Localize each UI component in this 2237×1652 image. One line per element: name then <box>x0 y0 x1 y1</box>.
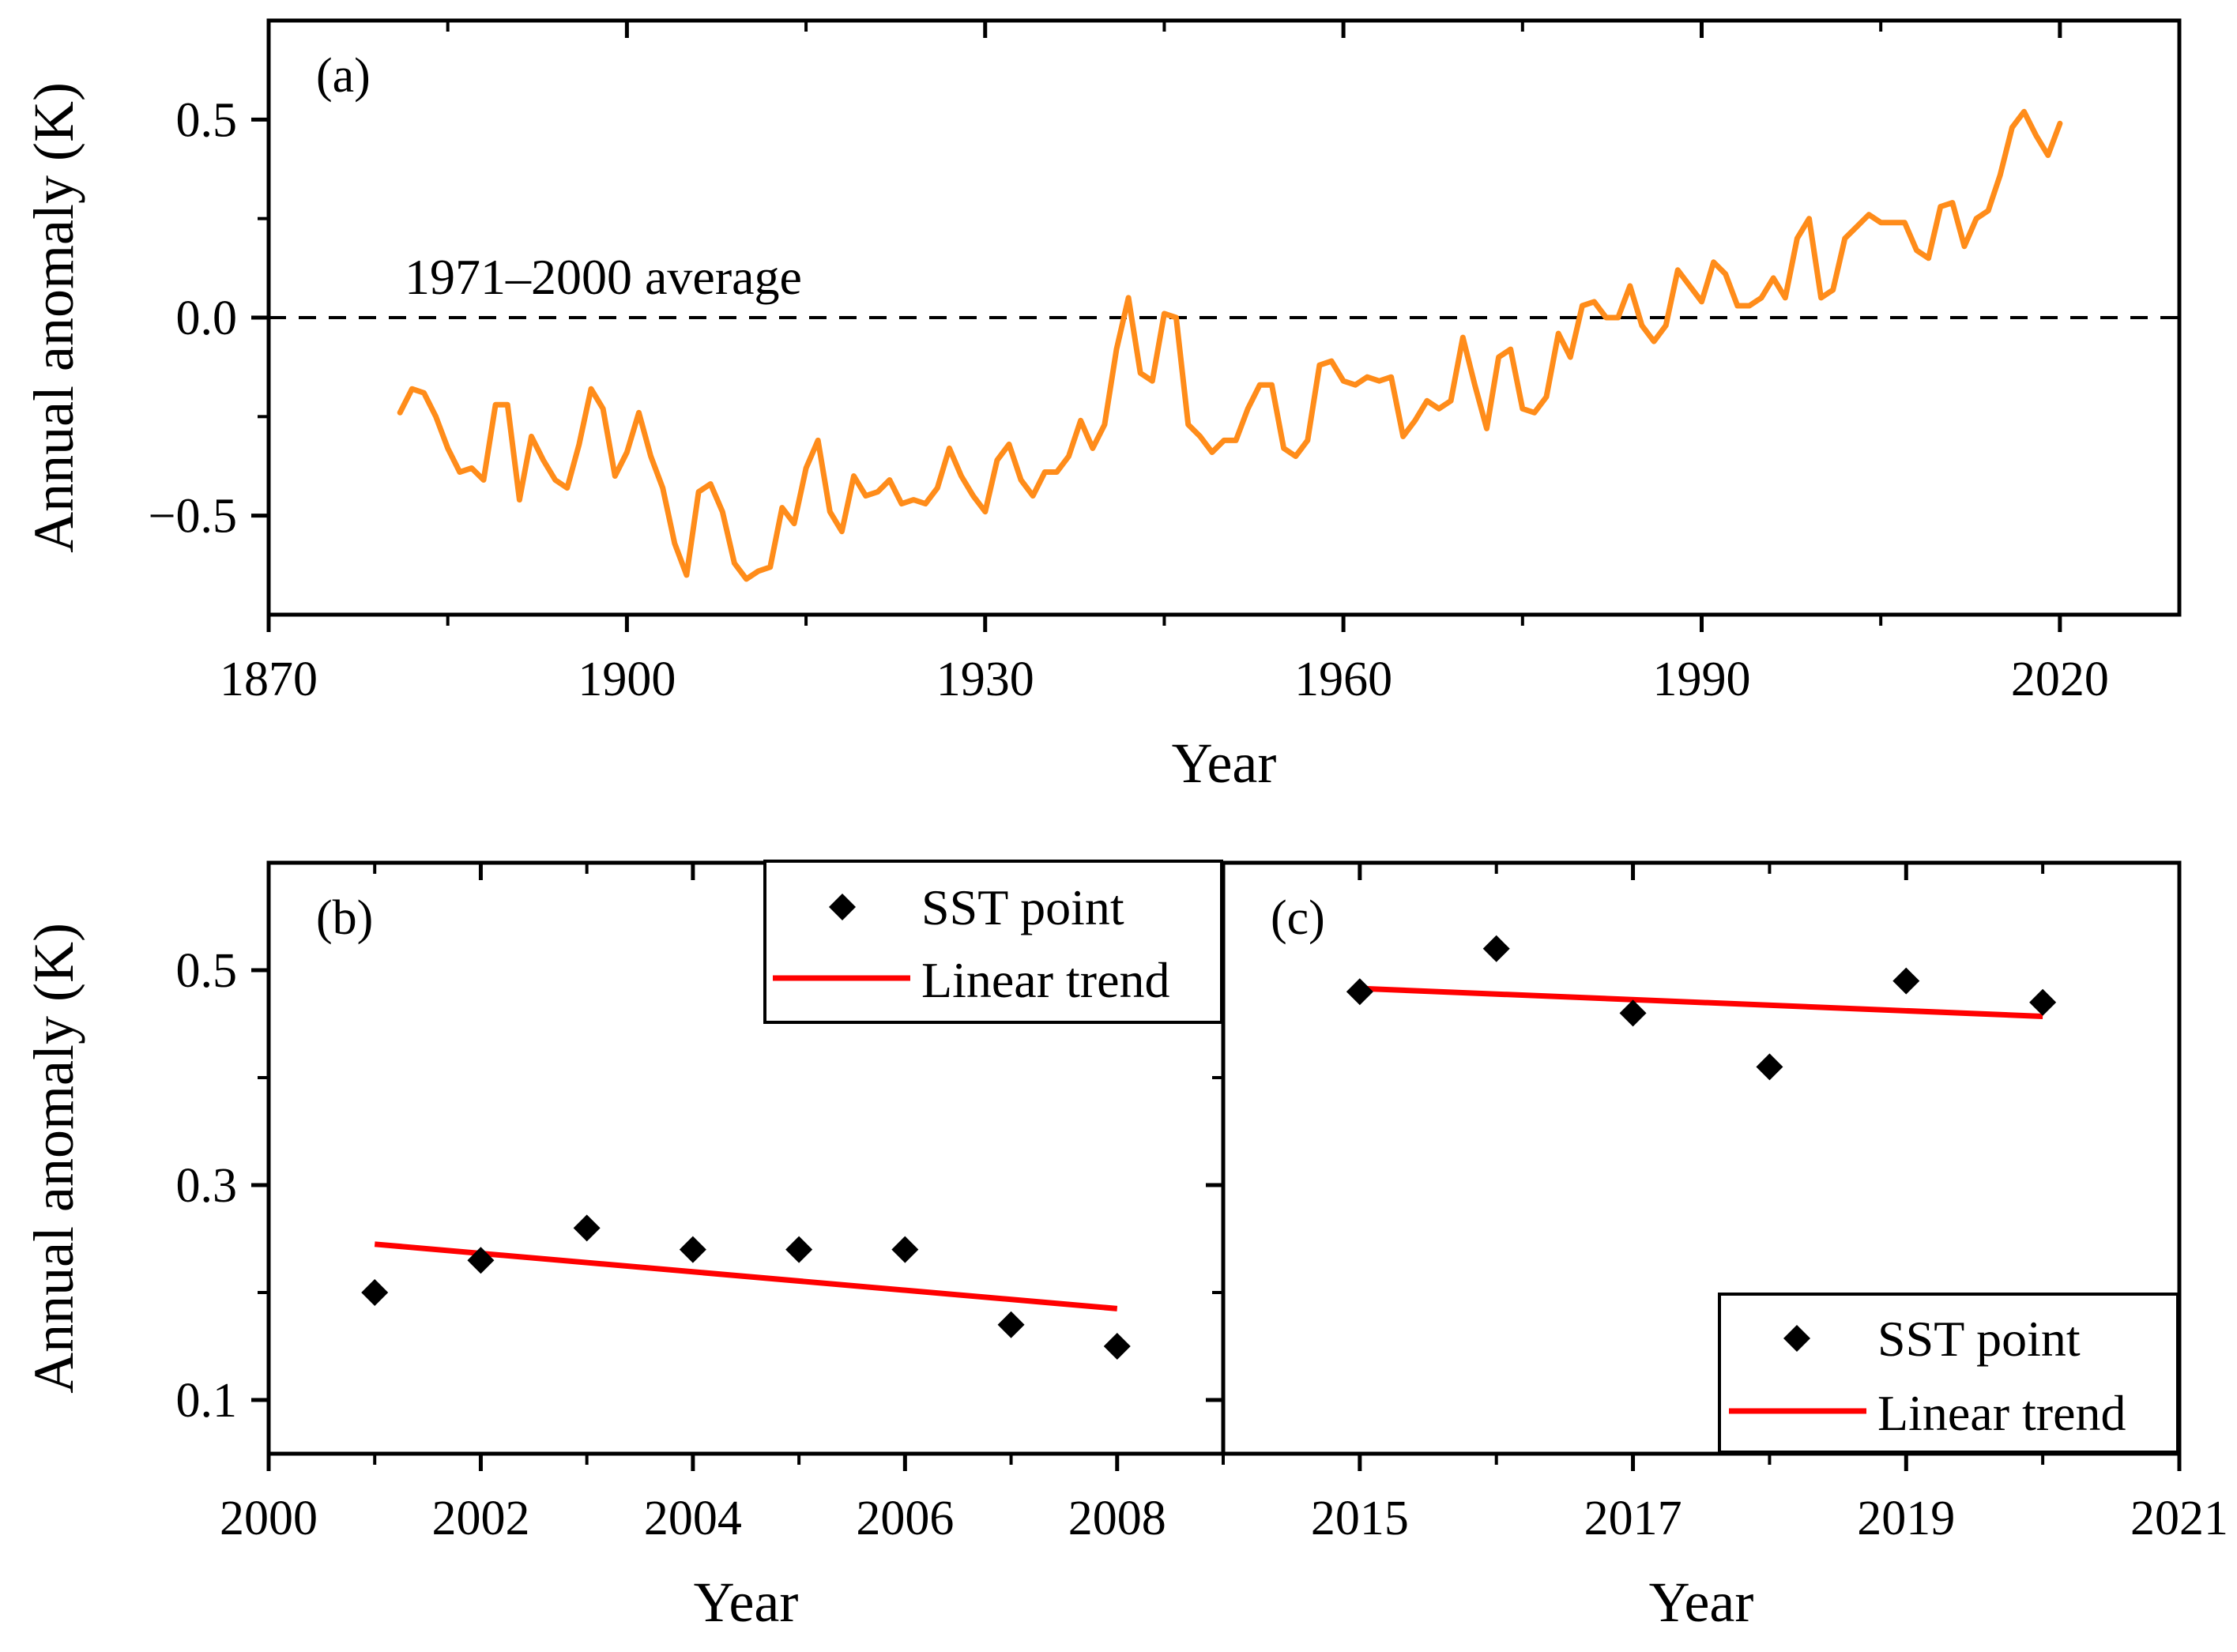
y-tick-label: 0.1 <box>176 1374 238 1428</box>
panel-a-annual-anomaly-timeseries: 1870 1900 1930 1960 1990 2020 Year −0.5 0.0 0.5 An… <box>22 18 2182 795</box>
x-tick-label: 1990 <box>1653 653 1751 706</box>
x-tick-label: 2015 <box>1311 1492 1409 1545</box>
x-tick-label: 1930 <box>936 653 1034 706</box>
sst-point-marker <box>2029 988 2057 1016</box>
sst-point-marker <box>997 1311 1025 1338</box>
sst-point-marker <box>679 1236 706 1263</box>
linear-trend-line <box>374 1241 1118 1311</box>
y-axis-title: Annual anomaly (K) <box>22 923 85 1394</box>
sst-point-marker <box>1892 967 1920 995</box>
x-axis-title: Year <box>694 1571 799 1634</box>
plot-frame <box>1221 860 2182 1456</box>
legend-label-sst-point: SST point <box>1877 1311 2081 1367</box>
x-tick-label: 2008 <box>1068 1492 1166 1545</box>
y-tick-label: −0.5 <box>149 490 237 544</box>
legend-box <box>1718 1293 2179 1454</box>
sst-point-marker <box>1619 999 1647 1027</box>
sst-point-marker <box>1103 1333 1131 1360</box>
legend-label-linear-trend: Linear trend <box>1877 1385 2126 1441</box>
x-tick-label: 1900 <box>578 653 676 706</box>
panel-label: (b) <box>316 891 373 945</box>
legend-label-sst-point: SST point <box>921 879 1124 935</box>
legend-sst-point-marker <box>1783 1325 1810 1352</box>
y-tick-label: 0.0 <box>176 292 238 345</box>
linear-trend-line <box>1359 985 2043 1019</box>
x-tick-label: 2017 <box>1584 1492 1682 1545</box>
reference-line-label: 1971–2000 average <box>405 249 802 305</box>
x-tick-label: 1870 <box>220 653 318 706</box>
x-tick-label: 2000 <box>220 1492 318 1545</box>
x-tick-label: 1960 <box>1294 653 1392 706</box>
x-tick-label: 2006 <box>856 1492 954 1545</box>
legend-label-linear-trend: Linear trend <box>921 952 1170 1008</box>
panel-label: (a) <box>316 49 371 103</box>
sst-point-marker <box>785 1236 813 1263</box>
sst-point-marker <box>1756 1053 1783 1081</box>
panel-b-2001-2008-anomaly: 2000 2002 2004 2006 2008 Year 0.1 0.3 0.5 Annual … <box>22 860 1226 1634</box>
sst-point-marker <box>573 1214 601 1242</box>
sst-point-marker <box>361 1279 389 1306</box>
y-tick-label: 0.3 <box>176 1159 238 1213</box>
sst-point-marker <box>467 1247 495 1274</box>
x-tick-label: 2002 <box>431 1492 529 1545</box>
x-tick-label: 2004 <box>644 1492 742 1545</box>
legend-box <box>763 860 1223 1024</box>
x-tick-label: 2021 <box>2130 1492 2228 1545</box>
anomaly-series-line <box>397 108 2063 582</box>
y-tick-label: 0.5 <box>176 93 238 147</box>
panel-c-2015-2020-anomaly: 2015 2017 2019 2021 Year (c) SST point Linear t… <box>1221 860 2228 1634</box>
x-axis-title: Year <box>1172 732 1277 795</box>
panel-label: (c) <box>1271 891 1325 945</box>
sst-point-marker <box>1346 978 1373 1006</box>
y-axis-title: Annual anomaly (K) <box>22 82 85 553</box>
legend-sst-point-marker <box>829 894 856 920</box>
sst-point-marker <box>1482 935 1510 962</box>
legend: SST point Linear trend <box>1718 1293 2179 1454</box>
x-tick-label: 2019 <box>1857 1492 1955 1545</box>
x-tick-label: 2020 <box>2011 653 2109 706</box>
legend: SST point Linear trend <box>763 860 1223 1024</box>
sst-point-marker <box>891 1236 919 1263</box>
x-axis-title: Year <box>1649 1571 1754 1634</box>
y-tick-label: 0.5 <box>176 944 238 998</box>
